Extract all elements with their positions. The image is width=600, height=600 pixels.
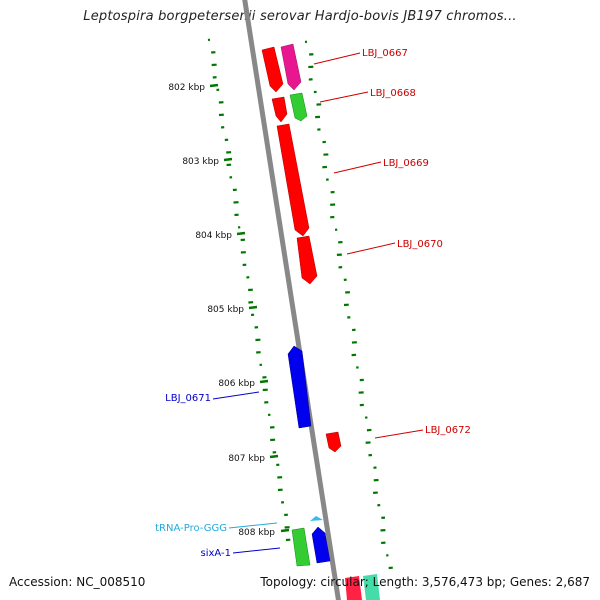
tick-label: 804 kbp <box>195 231 232 241</box>
feature-label[interactable]: LBJ_0668 <box>370 88 416 99</box>
map-title: Leptospira borgpetersenii serovar Hardjo… <box>83 9 517 24</box>
feature-lbj-0670[interactable]: LBJ_0670 <box>296 235 443 285</box>
tick-806: 806 kbp <box>218 379 269 389</box>
feature-lbj-0669[interactable]: LBJ_0669 <box>276 123 429 237</box>
tick-802: 802 kbp <box>168 83 219 93</box>
tick-803: 803 kbp <box>182 157 233 167</box>
gc-content-track <box>207 38 291 542</box>
tick-label: 803 kbp <box>182 157 219 167</box>
partial-feature-teal <box>363 574 380 600</box>
chromosome-backbone <box>242 0 341 600</box>
tick-label: 807 kbp <box>228 454 265 464</box>
tick-label: 805 kbp <box>207 305 244 315</box>
feature-lbj-0672[interactable]: LBJ_0672 <box>325 425 471 453</box>
feature-trna-pro-ggg[interactable]: tRNA-Pro-GGG <box>155 516 323 534</box>
partial-feature-red <box>345 576 362 600</box>
tick-label: 802 kbp <box>168 83 205 93</box>
feature-label[interactable]: LBJ_0672 <box>425 425 471 436</box>
feature-label[interactable]: LBJ_0671 <box>165 393 211 404</box>
feature-lbj-0667[interactable]: LBJ_0667 <box>261 43 408 93</box>
feature-label[interactable]: LBJ_0670 <box>397 239 443 250</box>
tick-805: 805 kbp <box>207 305 258 315</box>
tick-804: 804 kbp <box>195 231 246 241</box>
gc-skew-track <box>304 40 393 570</box>
feature-label[interactable]: tRNA-Pro-GGG <box>155 523 227 534</box>
feature-sixa-1[interactable]: sixA-1 <box>201 526 331 567</box>
tick-808: 808 kbp <box>238 528 290 538</box>
tick-label: 808 kbp <box>238 528 275 538</box>
feature-label[interactable]: LBJ_0667 <box>362 48 408 59</box>
tick-807: 807 kbp <box>228 454 279 464</box>
feature-lbj-0668[interactable]: LBJ_0668 <box>271 88 416 123</box>
feature-label[interactable]: LBJ_0669 <box>383 158 429 169</box>
tick-label: 806 kbp <box>218 379 255 389</box>
feature-label[interactable]: sixA-1 <box>201 548 232 559</box>
position-ticks: 802 kbp 803 kbp 804 kbp 805 kbp 806 kbp … <box>168 83 290 538</box>
feature-track: LBJ_0667 LBJ_0668 LBJ_0669 LBJ_0670 LBJ_… <box>155 43 471 600</box>
genome-summary: Topology: circular; Length: 3,576,473 bp… <box>260 575 590 589</box>
accession-label: Accession: NC_008510 <box>9 575 146 589</box>
feature-lbj-0671[interactable]: LBJ_0671 <box>165 345 312 429</box>
